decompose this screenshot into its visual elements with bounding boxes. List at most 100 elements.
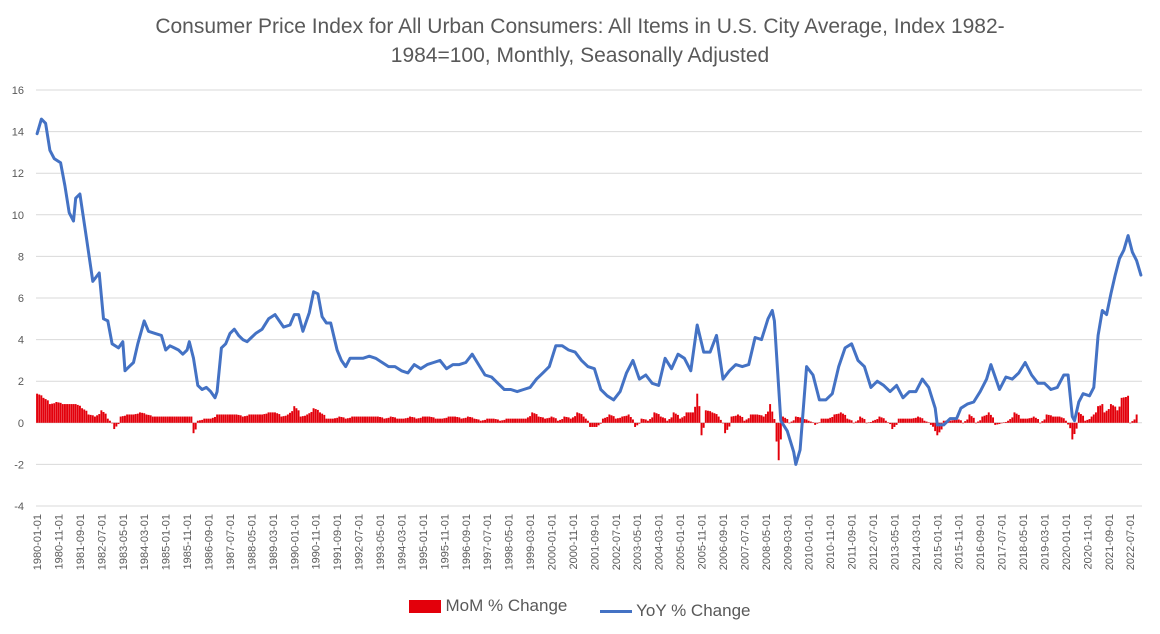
mom-bar xyxy=(443,418,446,423)
mom-bar xyxy=(848,419,851,423)
mom-bar xyxy=(130,414,133,423)
x-axis-ticks: 1980-01-01 1980-11-01 1981-09-01 1982-07-01… xyxy=(32,514,1137,570)
mom-bar xyxy=(304,415,306,423)
mom-bar xyxy=(469,416,472,423)
mom-bar xyxy=(597,422,600,426)
mom-bar xyxy=(76,404,79,423)
mom-bar xyxy=(852,422,855,424)
mom-bar xyxy=(166,416,169,423)
mom-bar xyxy=(132,414,135,423)
x-tick-label: 1997-07-01 xyxy=(482,514,494,570)
mom-bar xyxy=(179,416,182,423)
y-tick-label: 14 xyxy=(12,127,24,139)
mom-bar xyxy=(1037,419,1040,423)
mom-bar xyxy=(968,414,971,423)
mom-bar xyxy=(297,410,300,423)
mom-bar xyxy=(874,419,877,423)
mom-bar xyxy=(203,418,206,423)
mom-bar xyxy=(295,408,298,423)
mom-bar xyxy=(379,416,381,423)
mom-bar xyxy=(1114,406,1117,423)
mom-bar xyxy=(171,416,174,423)
mom-bar xyxy=(136,413,139,423)
mom-bar xyxy=(1058,416,1061,423)
mom-bar xyxy=(1041,421,1044,423)
mom-bar xyxy=(250,414,253,423)
mom-bar xyxy=(475,419,478,423)
mom-bar xyxy=(186,416,189,423)
mom-bar xyxy=(554,418,557,423)
mom-bar xyxy=(370,416,373,423)
mom-bar xyxy=(548,417,551,423)
mom-bar xyxy=(248,414,251,423)
mom-bar xyxy=(209,418,212,423)
mom-bar xyxy=(396,418,399,423)
mom-bar xyxy=(1073,422,1076,435)
mom-bar xyxy=(737,414,739,423)
mom-bar xyxy=(96,415,99,423)
mom-bar xyxy=(83,409,86,423)
mom-bar xyxy=(627,414,630,423)
x-tick-label: 1996-09-01 xyxy=(461,514,473,570)
x-tick-label: 1987-07-01 xyxy=(225,514,237,570)
mom-bar xyxy=(207,418,210,423)
x-tick-label: 1980-01-01 xyxy=(32,514,44,570)
mom-bar xyxy=(666,420,669,423)
mom-bar xyxy=(490,418,493,423)
mom-bar xyxy=(274,412,276,423)
mom-bar xyxy=(616,418,619,423)
mom-bar xyxy=(839,412,842,423)
mom-bar xyxy=(938,422,941,433)
mom-bar xyxy=(822,418,825,423)
mom-bar xyxy=(987,412,990,423)
mom-bar xyxy=(229,414,231,423)
x-tick-label: 1985-11-01 xyxy=(182,514,194,569)
y-tick-label: -2 xyxy=(14,459,24,471)
mom-bar xyxy=(1077,412,1080,423)
mom-bar xyxy=(364,416,366,423)
mom-bar xyxy=(1092,414,1095,423)
mom-bar xyxy=(704,410,707,423)
mom-bar xyxy=(606,416,609,423)
mom-bar xyxy=(565,416,568,423)
mom-bar xyxy=(951,420,954,423)
mom-bar xyxy=(404,418,407,423)
mom-bar xyxy=(959,420,962,423)
mom-bar xyxy=(912,418,915,423)
x-tick-label: 2008-05-01 xyxy=(761,514,773,570)
mom-bar xyxy=(507,418,510,423)
mom-bar xyxy=(145,414,148,423)
mom-bar xyxy=(224,414,227,423)
mom-bar xyxy=(190,416,193,423)
mom-bar xyxy=(541,417,544,423)
mom-bar xyxy=(59,402,62,423)
mom-bar xyxy=(385,418,388,423)
mom-bar xyxy=(456,416,459,423)
mom-bar xyxy=(807,420,810,423)
mom-bar xyxy=(462,418,465,423)
mom-bar xyxy=(863,419,866,423)
mom-bar xyxy=(280,416,283,423)
mom-bar xyxy=(657,414,660,423)
mom-bar xyxy=(567,417,570,423)
mom-bar xyxy=(516,418,519,423)
mom-bar xyxy=(964,421,967,423)
mom-bar xyxy=(1103,412,1106,423)
x-tick-label: 2002-07-01 xyxy=(611,514,623,570)
mom-bar xyxy=(308,413,311,423)
mom-bar xyxy=(413,417,416,423)
mom-bar xyxy=(445,417,448,423)
mom-bar xyxy=(539,416,542,423)
mom-bar xyxy=(51,403,54,423)
mom-bar xyxy=(747,418,750,423)
mom-bar xyxy=(91,415,94,423)
mom-bar xyxy=(1075,422,1078,429)
y-tick-label: -4 xyxy=(14,501,24,513)
mom-bar xyxy=(222,414,225,423)
mom-bar xyxy=(584,418,587,423)
mom-bar xyxy=(286,414,289,423)
x-tick-label: 2020-11-01 xyxy=(1082,514,1094,569)
legend-swatch-mom xyxy=(409,599,442,613)
mom-bar xyxy=(623,416,626,423)
mom-bar xyxy=(992,417,994,423)
